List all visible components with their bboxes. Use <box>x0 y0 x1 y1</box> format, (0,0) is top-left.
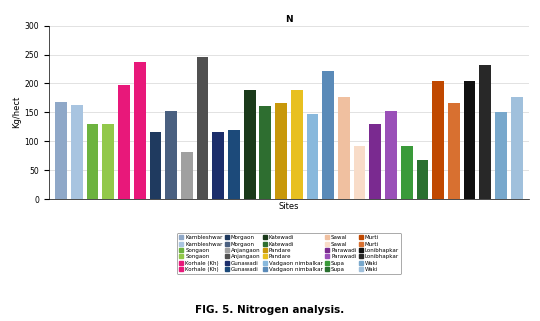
Bar <box>338 97 350 199</box>
Bar <box>212 132 224 199</box>
Bar <box>495 112 507 199</box>
Bar <box>416 160 428 199</box>
Text: FIG. 5. Nitrogen analysis.: FIG. 5. Nitrogen analysis. <box>195 305 345 315</box>
Bar <box>291 91 302 199</box>
Title: N: N <box>285 14 293 23</box>
Bar <box>322 71 334 199</box>
Bar <box>448 102 460 199</box>
Bar <box>401 146 413 199</box>
Legend: Kambleshwar, Kambleshwar, Songaon, Songaon, Korhale (Kh), Korhale (Kh), Morgaon,: Kambleshwar, Kambleshwar, Songaon, Songa… <box>177 233 401 274</box>
Bar <box>511 97 523 199</box>
Bar <box>87 124 98 199</box>
Bar <box>354 146 366 199</box>
Bar <box>480 65 491 199</box>
Y-axis label: Kg/hect: Kg/hect <box>12 96 22 128</box>
Bar <box>55 102 67 199</box>
Bar <box>165 111 177 199</box>
Bar <box>307 114 319 199</box>
Bar <box>464 81 475 199</box>
Bar <box>275 102 287 199</box>
Bar <box>118 85 130 199</box>
X-axis label: Sites: Sites <box>279 202 299 211</box>
Bar <box>228 130 240 199</box>
Bar <box>432 81 444 199</box>
Bar <box>369 124 381 199</box>
Bar <box>150 132 161 199</box>
Bar <box>134 62 146 199</box>
Bar <box>385 111 397 199</box>
Bar <box>244 91 255 199</box>
Bar <box>197 57 208 199</box>
Bar <box>181 152 193 199</box>
Bar <box>103 124 114 199</box>
Bar <box>259 106 271 199</box>
Bar <box>71 105 83 199</box>
